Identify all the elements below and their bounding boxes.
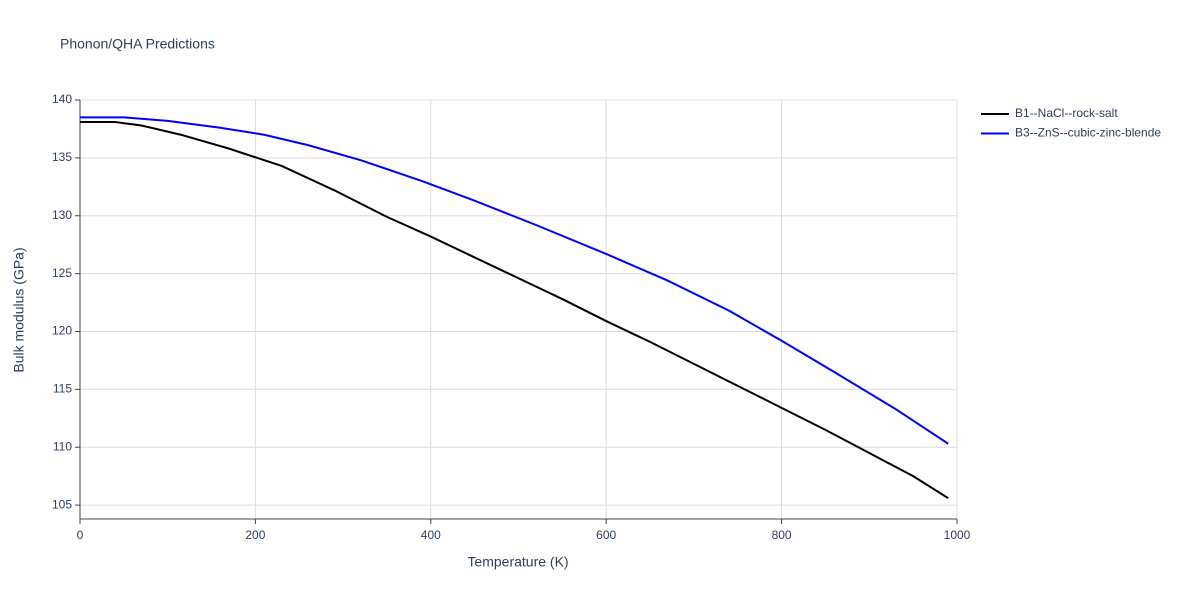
series-line xyxy=(80,116,949,445)
y-axis-label: Bulk modulus (GPa) xyxy=(11,247,27,372)
y-tick-label: 125 xyxy=(52,266,72,280)
y-tick-label: 120 xyxy=(52,324,72,338)
x-tick-label: 200 xyxy=(245,528,265,542)
chart-title: Phonon/QHA Predictions xyxy=(60,36,215,52)
legend-label: B3--ZnS--cubic-zinc-blende xyxy=(1015,126,1161,140)
x-tick-label: 0 xyxy=(77,528,84,542)
y-tick-label: 115 xyxy=(53,382,72,396)
y-tick-label: 105 xyxy=(52,497,72,511)
x-tick-label: 1000 xyxy=(944,528,971,542)
y-tick-label: 130 xyxy=(52,208,72,222)
x-tick-label: 600 xyxy=(596,528,616,542)
series-line xyxy=(80,120,949,500)
legend-label: B1--NaCl--rock-salt xyxy=(1015,106,1118,120)
y-tick-label: 135 xyxy=(52,150,72,164)
y-tick-label: 140 xyxy=(52,92,72,106)
x-tick-label: 800 xyxy=(772,528,792,542)
y-tick-label: 110 xyxy=(53,439,72,453)
x-tick-label: 400 xyxy=(421,528,441,542)
x-axis-label: Temperature (K) xyxy=(467,554,568,570)
